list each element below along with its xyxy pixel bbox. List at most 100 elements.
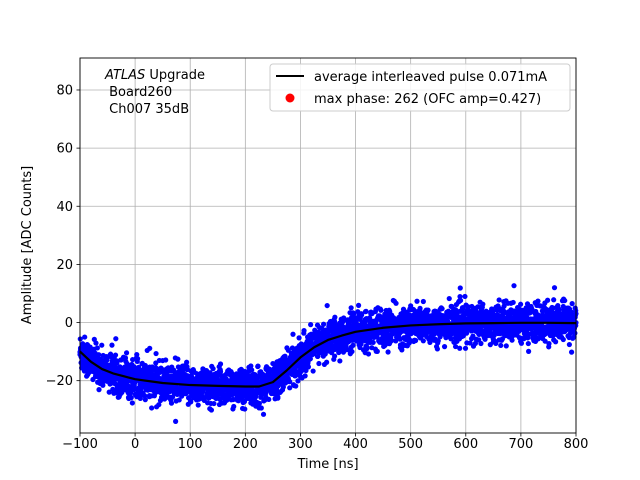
sample-point	[142, 397, 148, 403]
y-tick-label: 20	[56, 258, 73, 273]
sample-point	[142, 393, 148, 399]
sample-point	[129, 400, 135, 406]
sample-point	[385, 349, 391, 355]
sample-point	[457, 297, 464, 304]
sample-point	[350, 342, 356, 348]
x-axis-ticks: −100 0 100 200 300 400 500 600 700 800	[62, 433, 588, 452]
sample-point	[525, 340, 531, 347]
sample-point	[551, 297, 557, 303]
sample-point	[467, 340, 473, 346]
sample-point	[176, 397, 182, 403]
sample-point	[82, 334, 88, 340]
x-tick-label: 600	[453, 437, 478, 452]
sample-point	[99, 342, 105, 348]
average-line-layer	[79, 321, 577, 388]
sample-point	[93, 340, 99, 346]
sample-point	[208, 407, 215, 413]
sample-point	[568, 349, 575, 355]
sample-point	[498, 342, 504, 349]
sample-point	[435, 338, 441, 344]
sample-point	[393, 300, 399, 306]
sample-point	[231, 403, 237, 410]
sample-point	[302, 373, 308, 379]
sample-point	[293, 383, 299, 389]
sample-point	[266, 396, 272, 402]
sample-point	[535, 298, 541, 304]
sample-point	[248, 363, 254, 369]
sample-point	[324, 302, 330, 309]
sample-point	[349, 348, 355, 355]
sample-point	[518, 301, 524, 307]
sample-point	[408, 303, 414, 309]
sample-point	[351, 311, 357, 317]
sample-point	[287, 379, 293, 385]
sample-point	[307, 356, 313, 362]
sample-point	[149, 405, 155, 411]
sample-point	[434, 346, 440, 352]
sample-point	[295, 378, 301, 384]
sample-point	[457, 345, 463, 351]
legend-entry-max-phase: max phase: 262 (OFC amp=0.427)	[314, 92, 541, 107]
sample-point	[230, 396, 236, 403]
y-tick-label: 60	[56, 142, 73, 157]
sample-point	[128, 395, 134, 401]
sample-point	[287, 385, 293, 391]
sample-point	[439, 306, 445, 312]
sample-point	[562, 297, 568, 304]
legend-entry-average: average interleaved pulse 0.071mA	[314, 70, 547, 85]
sample-point	[188, 399, 194, 405]
sample-point	[480, 301, 486, 307]
y-tick-label: 40	[56, 200, 73, 215]
sample-point	[572, 330, 578, 336]
sample-point	[493, 340, 499, 347]
sample-point	[348, 305, 354, 311]
sample-point	[446, 295, 452, 302]
annotation-line-2: Board260	[105, 85, 172, 100]
sample-point	[109, 342, 115, 348]
sample-point	[305, 364, 312, 370]
sample-point	[414, 298, 420, 304]
sample-point	[324, 359, 330, 365]
plot-frame	[79, 57, 577, 434]
sample-point	[545, 297, 551, 303]
sample-point	[490, 308, 496, 314]
sample-point	[364, 346, 370, 352]
sample-point	[374, 348, 380, 354]
sample-point	[184, 359, 190, 365]
sample-point	[290, 331, 296, 337]
sample-point	[106, 389, 112, 395]
sample-point	[546, 341, 552, 347]
sample-point	[496, 297, 502, 303]
sample-point	[301, 328, 307, 334]
x-tick-label: 500	[398, 437, 423, 452]
sample-point	[566, 341, 572, 348]
sample-point	[332, 314, 338, 320]
sample-point	[258, 405, 264, 411]
sample-point	[511, 283, 517, 289]
sample-point	[114, 360, 120, 366]
y-axis-ticks: −20 0 20 40 60 80	[46, 83, 80, 389]
sample-point	[217, 361, 224, 367]
sample-point	[296, 335, 302, 341]
sample-point	[156, 402, 162, 408]
sample-point	[211, 400, 217, 407]
sample-point	[462, 293, 468, 300]
sample-point	[249, 367, 255, 373]
sample-point	[315, 353, 321, 359]
sample-point	[363, 308, 369, 314]
sample-point	[417, 305, 423, 311]
sample-point	[242, 406, 248, 412]
sample-point	[153, 350, 159, 357]
x-tick-label: 800	[564, 437, 589, 452]
sample-point	[168, 400, 175, 406]
sample-point	[255, 363, 261, 369]
sample-point	[370, 339, 376, 346]
x-axis-label: Time [ns]	[296, 457, 358, 472]
y-tick-label: 80	[56, 83, 73, 98]
sample-point	[316, 360, 322, 367]
x-tick-label: −100	[62, 437, 98, 452]
sample-point	[142, 362, 148, 369]
x-tick-label: 700	[508, 437, 533, 452]
y-tick-label: 0	[65, 316, 73, 331]
sample-point	[134, 356, 141, 362]
